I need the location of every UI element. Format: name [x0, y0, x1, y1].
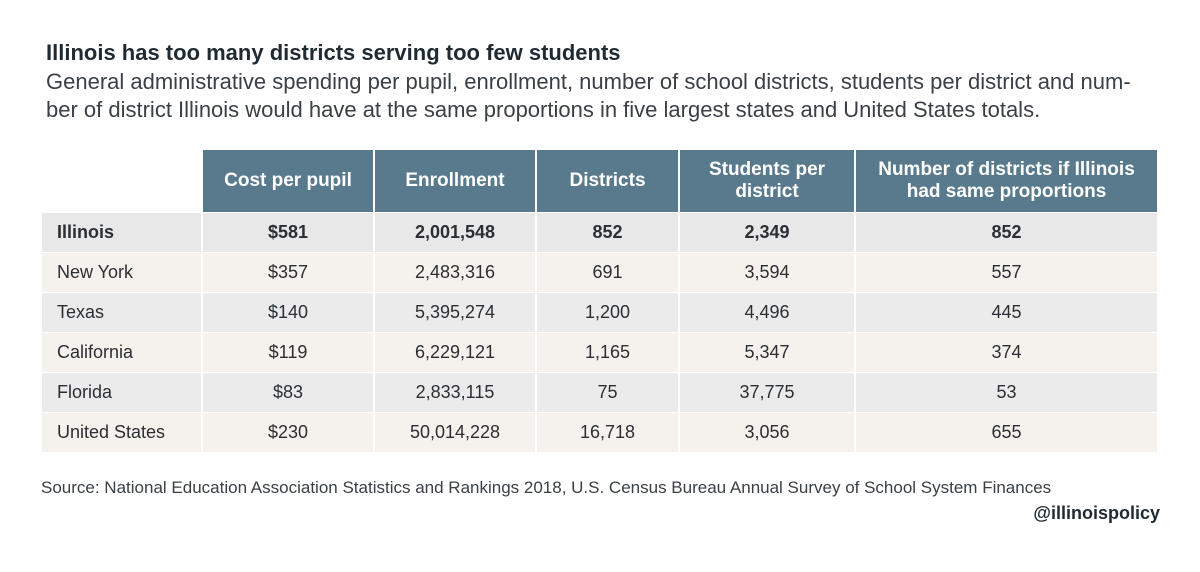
cell-districts: 1,165 [535, 332, 679, 373]
cell-districts: 1,200 [535, 292, 679, 333]
chart-subtitle: General administrative spending per pupi… [46, 69, 1131, 122]
row-label: New York [42, 252, 202, 293]
chart-title: Illinois has too many districts serving … [46, 40, 621, 65]
cell-enrollment: 50,014,228 [373, 412, 536, 452]
cell-enrollment: 6,229,121 [373, 332, 536, 373]
row-label: United States [42, 412, 202, 452]
cell-cost-per-pupil: $230 [201, 412, 374, 452]
cell-districts: 852 [535, 212, 679, 253]
cell-cost-per-pupil: $581 [201, 212, 374, 253]
table-row: California $119 6,229,121 1,165 5,347 37… [42, 332, 1157, 373]
social-handle: @illinoispolicy [1033, 503, 1160, 523]
cell-cost-per-pupil: $83 [201, 372, 374, 413]
table-row: Florida $83 2,833,115 75 37,775 53 [42, 372, 1157, 413]
cell-districts-if-illinois: 374 [854, 332, 1157, 373]
row-label: Texas [42, 292, 202, 333]
cell-cost-per-pupil: $119 [201, 332, 374, 373]
header-row: Cost per pupil Enrollment Districts Stud… [42, 150, 1157, 213]
cell-students-per-district: 3,594 [678, 252, 855, 293]
cell-cost-per-pupil: $140 [201, 292, 374, 333]
column-header-enrollment: Enrollment [373, 150, 536, 213]
cell-districts-if-illinois: 655 [854, 412, 1157, 452]
cell-enrollment: 5,395,274 [373, 292, 536, 333]
column-header-districts: Districts [535, 150, 679, 213]
cell-enrollment: 2,833,115 [373, 372, 536, 413]
data-table: Cost per pupil Enrollment Districts Stud… [42, 150, 1157, 452]
source-note: Source: National Education Association S… [41, 478, 1052, 497]
column-header-cost-per-pupil: Cost per pupil [201, 150, 374, 213]
cell-students-per-district: 2,349 [678, 212, 855, 253]
cell-districts: 691 [535, 252, 679, 293]
cell-districts-if-illinois: 557 [854, 252, 1157, 293]
cell-students-per-district: 37,775 [678, 372, 855, 413]
row-label: Illinois [42, 212, 202, 253]
cell-enrollment: 2,001,548 [373, 212, 536, 253]
cell-students-per-district: 5,347 [678, 332, 855, 373]
cell-districts-if-illinois: 445 [854, 292, 1157, 333]
cell-districts-if-illinois: 852 [854, 212, 1157, 253]
column-header-blank [42, 150, 202, 213]
cell-districts-if-illinois: 53 [854, 372, 1157, 413]
column-header-students-per-district: Students per district [678, 150, 855, 213]
table-row: Illinois $581 2,001,548 852 2,349 852 [42, 212, 1157, 253]
cell-enrollment: 2,483,316 [373, 252, 536, 293]
row-label: Florida [42, 372, 202, 413]
cell-students-per-district: 4,496 [678, 292, 855, 333]
cell-cost-per-pupil: $357 [201, 252, 374, 293]
table-row: United States $230 50,014,228 16,718 3,0… [42, 412, 1157, 452]
column-header-districts-if-illinois: Number of districts if Illinois had same… [854, 150, 1157, 213]
table-row: New York $357 2,483,316 691 3,594 557 [42, 252, 1157, 293]
cell-districts: 75 [535, 372, 679, 413]
cell-districts: 16,718 [535, 412, 679, 452]
table-row: Texas $140 5,395,274 1,200 4,496 445 [42, 292, 1157, 333]
cell-students-per-district: 3,056 [678, 412, 855, 452]
row-label: California [42, 332, 202, 373]
